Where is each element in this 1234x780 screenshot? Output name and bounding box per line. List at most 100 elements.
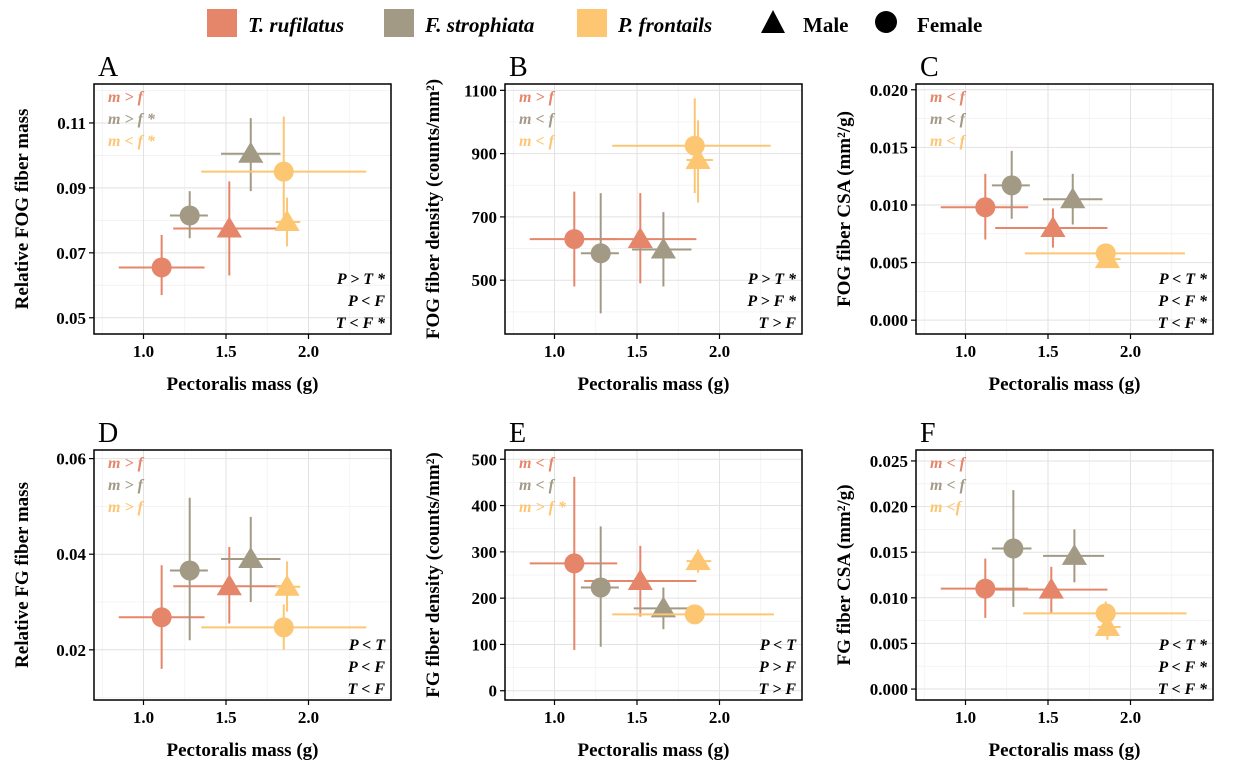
panel-label: C <box>920 52 939 83</box>
plot-frame <box>93 83 392 335</box>
x-tick-label: 2.0 <box>298 708 319 727</box>
panel-label: A <box>98 52 119 83</box>
x-tick-label: 1.5 <box>1037 342 1058 361</box>
point-t-rufilatus-female <box>564 229 585 250</box>
y-tick-label: 0.11 <box>57 114 86 133</box>
chart-svg-b: 1.0 1.5 2.0 500 700 900 1100 Pectoralis mass (g… <box>423 52 803 395</box>
point-t-rufilatus-male <box>627 227 653 249</box>
point-p-frontails-female <box>273 161 294 182</box>
point-f-strophiata-female <box>1003 538 1024 559</box>
species-note: P < F * <box>1157 659 1208 676</box>
point-p-frontails-male <box>274 574 300 596</box>
sex-note-t-rufilatus: m > f <box>108 89 145 106</box>
point-p-frontails-female <box>684 135 705 156</box>
chart-svg-c: 1.0 1.5 2.0 0.000 0.005 0.010 0.015 0.020 Pector… <box>834 52 1214 395</box>
species-note: P < T * <box>1158 637 1208 654</box>
panel-e: 1.0 1.5 2.0 0 100 200 300 400 500 Pectoralis mass… <box>411 414 822 780</box>
species-note: P < F <box>347 293 385 310</box>
x-axis-title: Pectoralis mass (g) <box>167 374 319 395</box>
legend-svg: T. rufilatus F. strophiata P. frontails … <box>207 9 982 37</box>
point-t-rufilatus-male <box>1040 216 1066 238</box>
y-tick-label: 0.000 <box>870 680 908 699</box>
legend-swatch-t-rufilatus <box>207 9 237 37</box>
sex-note-f-strophiata: m > f <box>108 477 145 494</box>
point-f-strophiata-female <box>179 205 200 226</box>
sex-note-p-frontails: m <f <box>930 499 963 516</box>
x-tick-label: 1.0 <box>133 708 154 727</box>
panel-label: E <box>509 418 526 449</box>
y-tick-label: 0.025 <box>870 452 908 471</box>
y-tick-label: 0.005 <box>870 634 908 653</box>
sex-note-t-rufilatus: m < f <box>519 455 556 472</box>
point-f-strophiata-female <box>179 560 200 581</box>
sex-note-t-rufilatus: m > f <box>519 89 556 106</box>
x-axis-title: Pectoralis mass (g) <box>578 374 730 395</box>
point-p-frontails-male <box>685 147 711 169</box>
y-tick-label: 0.005 <box>870 254 908 273</box>
species-note: T < F * <box>336 315 386 332</box>
sex-note-f-strophiata: m > f * <box>108 111 156 128</box>
chart-svg-e: 1.0 1.5 2.0 0 100 200 300 400 500 Pectoralis mass… <box>423 418 803 761</box>
chart-svg-f: 1.0 1.5 2.0 0.000 0.005 0.010 0.015 0.020 0.025 P… <box>834 418 1214 761</box>
species-note: T > F <box>758 681 796 698</box>
species-note: T < F * <box>1158 315 1208 332</box>
legend-label-male: Male <box>803 13 848 37</box>
panel-a: 1.0 1.5 2.0 0.05 0.07 0.09 0.11 Pectoralis mass… <box>0 48 411 414</box>
legend-label-female: Female <box>917 13 982 37</box>
y-tick-label: 1100 <box>464 81 497 100</box>
legend-label-p-frontails: P. frontails <box>617 13 712 37</box>
plot-frame <box>504 449 803 701</box>
species-note: T < F * <box>1158 681 1208 698</box>
y-tick-label: 0.06 <box>56 450 86 469</box>
plot-frame <box>504 83 803 335</box>
y-tick-label: 0.015 <box>870 543 908 562</box>
chart-svg-a: 1.0 1.5 2.0 0.05 0.07 0.09 0.11 Pectoralis mass… <box>12 52 392 395</box>
y-axis-title: FG fiber density (counts/mm²) <box>423 452 444 697</box>
x-axis-title: Pectoralis mass (g) <box>167 740 319 761</box>
point-p-frontails-female <box>1095 603 1116 624</box>
y-tick-label: 0.010 <box>870 589 908 608</box>
sex-note-p-frontails: m < f <box>519 133 556 150</box>
sex-note-f-strophiata: m < f <box>930 111 967 128</box>
x-tick-label: 2.0 <box>709 342 730 361</box>
point-t-rufilatus-female <box>151 607 172 628</box>
x-axis-title: Pectoralis mass (g) <box>989 374 1141 395</box>
y-axis-title: Relative FOG fiber mass <box>12 109 33 310</box>
y-tick-label: 400 <box>472 497 498 516</box>
panel-f: 1.0 1.5 2.0 0.000 0.005 0.010 0.015 0.020 0.025 P… <box>822 414 1233 780</box>
x-axis-title: Pectoralis mass (g) <box>578 740 730 761</box>
point-f-strophiata-male <box>650 596 676 618</box>
panel-b: 1.0 1.5 2.0 500 700 900 1100 Pectoralis mass (g… <box>411 48 822 414</box>
point-p-frontails-male <box>1094 615 1120 637</box>
panels: 1.0 1.5 2.0 0.05 0.07 0.09 0.11 Pectoralis mass… <box>0 48 1234 780</box>
species-note: P < F * <box>1157 293 1208 310</box>
point-f-strophiata-male <box>1061 543 1087 565</box>
x-tick-label: 1.5 <box>626 708 647 727</box>
species-note: P < T <box>759 637 797 654</box>
species-note: P > T * <box>336 271 386 288</box>
point-p-frontails-male <box>685 549 711 571</box>
panel-label: B <box>509 52 528 83</box>
x-tick-label: 1.0 <box>955 342 976 361</box>
legend-label-t-rufilatus: T. rufilatus <box>248 13 344 37</box>
point-f-strophiata-male <box>650 237 676 259</box>
point-p-frontails-male <box>1094 247 1120 269</box>
point-f-strophiata-female <box>590 243 611 264</box>
x-tick-label: 1.5 <box>1037 708 1058 727</box>
x-axis-title: Pectoralis mass (g) <box>989 740 1141 761</box>
sex-note-p-frontails: m > f <box>108 499 145 516</box>
legend-swatch-f-strophiata <box>384 9 414 37</box>
y-tick-label: 0.02 <box>56 641 86 660</box>
plot-frame <box>93 449 392 701</box>
y-tick-label: 0.07 <box>56 244 86 263</box>
point-t-rufilatus-female <box>151 257 172 278</box>
point-f-strophiata-female <box>1001 175 1022 196</box>
panel-c: 1.0 1.5 2.0 0.000 0.005 0.010 0.015 0.020 Pector… <box>822 48 1233 414</box>
species-note: P > F * <box>746 293 797 310</box>
x-tick-label: 2.0 <box>1120 708 1141 727</box>
y-tick-label: 500 <box>472 271 498 290</box>
y-tick-label: 0.09 <box>56 179 86 198</box>
point-t-rufilatus-female <box>975 578 996 599</box>
sex-note-p-frontails: m < f * <box>108 133 156 150</box>
legend-swatch-p-frontails <box>577 9 607 37</box>
